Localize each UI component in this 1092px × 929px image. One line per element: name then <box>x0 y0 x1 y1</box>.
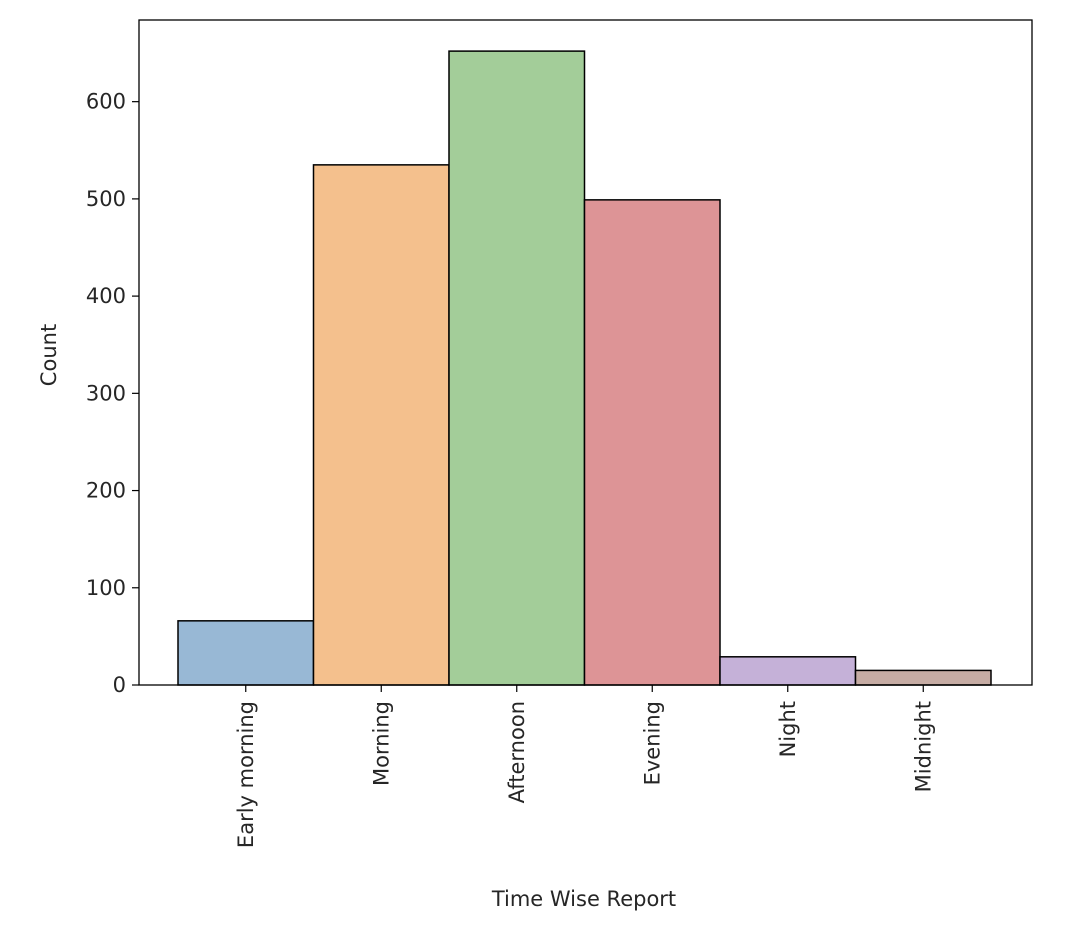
bar-afternoon <box>448 50 586 686</box>
x-axis-label: Time Wise Report <box>491 887 676 911</box>
y-tick-label: 200 <box>86 479 126 503</box>
y-axis: 0 100 200 300 400 500 600 <box>86 90 139 697</box>
bar-night <box>719 656 857 686</box>
bar-evening <box>583 199 721 686</box>
y-tick-label: 400 <box>86 284 126 308</box>
y-tick-label: 300 <box>86 381 126 405</box>
bar-midnight <box>854 669 992 686</box>
x-axis: Early morning Morning Afternoon Evening Nigh… <box>234 685 935 848</box>
bar-early-morning <box>177 620 315 686</box>
bar-morning <box>312 164 450 686</box>
y-tick-label: 600 <box>86 90 126 114</box>
x-tick-label: Early morning <box>234 701 258 848</box>
y-tick-label: 500 <box>86 187 126 211</box>
bars-layer <box>177 50 992 686</box>
x-tick-label: Morning <box>369 701 393 786</box>
x-tick-label: Afternoon <box>505 701 529 803</box>
plot-frame <box>138 19 1033 686</box>
x-tick-label: Midnight <box>911 701 935 792</box>
y-axis-label: Count <box>37 324 61 386</box>
y-tick-label: 100 <box>86 576 126 600</box>
y-tick-label: 0 <box>113 673 126 697</box>
x-tick-label: Night <box>776 701 800 757</box>
x-tick-label: Evening <box>640 701 664 785</box>
